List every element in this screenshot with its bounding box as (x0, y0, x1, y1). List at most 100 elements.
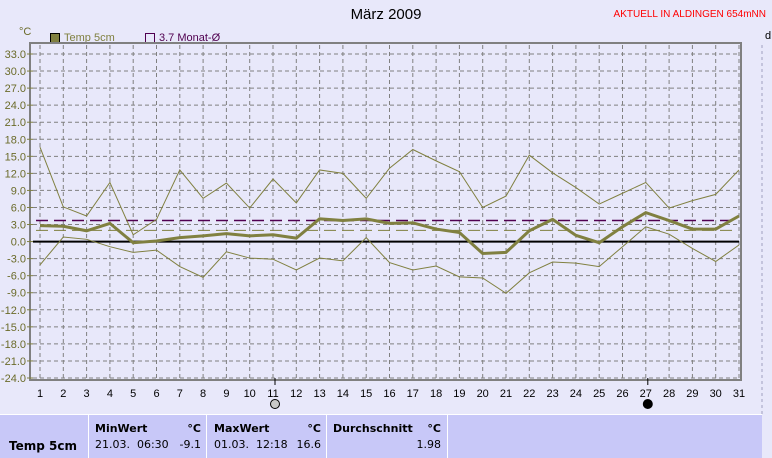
y-tick-label: 27.0 (5, 83, 26, 95)
data-point-daily-mean (505, 251, 508, 254)
data-point-daily-mean (691, 228, 694, 231)
legend-label: 3.7 Monat-Ø (159, 32, 221, 44)
y-tick-label: 33.0 (5, 49, 26, 61)
avg-header: Durchschnitt (333, 422, 413, 435)
x-tick-label: 24 (570, 388, 582, 400)
data-point-daily-max (505, 195, 508, 198)
x-tick-label: 10 (244, 388, 256, 400)
data-point-daily-max (155, 218, 158, 221)
data-point-daily-max (528, 154, 531, 157)
data-point-daily-mean (178, 236, 181, 239)
stats-min: MinWert °C 21.03. 06:30 -9.1 (88, 415, 207, 458)
y-tick-label: -18.0 (1, 339, 26, 351)
data-point-daily-max (411, 148, 414, 151)
x-tick-label: 25 (593, 388, 605, 400)
data-point-daily-min (435, 265, 438, 268)
data-point-daily-max (668, 207, 671, 210)
data-point-daily-mean (644, 211, 647, 214)
x-tick-label: 18 (430, 388, 442, 400)
data-point-daily-max (341, 172, 344, 175)
data-point-daily-min (668, 233, 671, 236)
data-point-daily-min (528, 271, 531, 274)
data-point-daily-max (132, 233, 135, 236)
data-point-daily-min (318, 257, 321, 260)
data-point-daily-max (598, 203, 601, 206)
y-tick-label: -21.0 (1, 356, 26, 368)
data-point-daily-min (39, 263, 42, 266)
data-point-daily-mean (341, 219, 344, 222)
y-tick-label: 9.0 (11, 185, 26, 197)
data-point-daily-max (714, 193, 717, 196)
data-point-daily-mean (39, 224, 42, 227)
data-point-daily-min (202, 276, 205, 279)
data-point-daily-mean (551, 218, 554, 221)
x-tick-label: 7 (177, 388, 183, 400)
x-tick-label: 29 (686, 388, 698, 400)
y-tick-label: 30.0 (5, 66, 26, 78)
data-point-daily-max (365, 197, 368, 200)
y-tick-label: 21.0 (5, 117, 26, 129)
data-point-daily-min (365, 236, 368, 239)
station-link[interactable]: AKTUELL IN ALDINGEN 654mNN (613, 9, 766, 20)
x-tick-label: 19 (453, 388, 465, 400)
data-point-daily-mean (388, 222, 391, 225)
new-moon-icon (642, 399, 653, 409)
x-tick-label: 8 (200, 388, 206, 400)
stats-avg: Durchschnitt °C 1.98 (326, 415, 448, 458)
data-point-daily-max (388, 167, 391, 170)
data-point-daily-min (574, 262, 577, 265)
data-point-daily-mean (155, 240, 158, 243)
data-point-daily-mean (481, 252, 484, 255)
y-tick-label: 15.0 (5, 151, 26, 163)
stats-row-label: Temp 5cm (9, 439, 77, 453)
data-point-daily-mean (411, 221, 414, 224)
data-point-daily-max (62, 205, 65, 208)
x-tick-label: 21 (500, 388, 512, 400)
data-point-daily-max (202, 197, 205, 200)
data-point-daily-mean (365, 217, 368, 220)
x-tick-label: 14 (337, 388, 349, 400)
min-unit: °C (187, 422, 201, 435)
data-point-daily-max (458, 170, 461, 173)
data-point-daily-max (481, 206, 484, 209)
y-tick-label: -3.0 (7, 254, 26, 266)
data-point-daily-mean (132, 241, 135, 244)
y-tick-label: -15.0 (1, 322, 26, 334)
data-point-daily-max (39, 146, 42, 149)
data-point-daily-min (272, 258, 275, 261)
x-tick-label: 27 (640, 388, 652, 400)
data-point-daily-max (644, 181, 647, 184)
chart-title: März 2009 (350, 6, 422, 23)
series-line-daily-mean (39, 210, 740, 256)
plot-frame (29, 42, 742, 381)
x-tick-label: 22 (523, 388, 535, 400)
data-point-daily-min (178, 265, 181, 268)
x-tick-label: 26 (616, 388, 628, 400)
data-point-daily-max (318, 168, 321, 171)
max-datetime: 01.03. 12:18 (214, 438, 288, 451)
data-point-daily-mean (738, 215, 741, 218)
y-tick-label: -12.0 (1, 305, 26, 317)
data-point-daily-mean (668, 219, 671, 222)
data-point-daily-min (248, 257, 251, 260)
x-tick-label: 11 (267, 388, 278, 400)
x-tick-label: 12 (290, 388, 302, 400)
data-point-daily-max (108, 181, 111, 184)
data-point-daily-mean (574, 234, 577, 237)
y-tick-label: 12.0 (5, 168, 26, 180)
data-point-daily-min (62, 236, 65, 239)
data-point-daily-mean (621, 225, 624, 228)
right-panel-label: d (765, 30, 772, 42)
x-tick-label: 13 (313, 388, 325, 400)
data-point-daily-min (411, 269, 414, 272)
avg-unit: °C (427, 422, 441, 435)
x-tick-label: 6 (153, 388, 159, 400)
data-point-daily-max (691, 199, 694, 202)
data-point-daily-mean (272, 233, 275, 236)
chart-plot: 33.030.027.024.021.018.015.012.09.06.03.… (1, 42, 763, 414)
x-tick-label: 4 (107, 388, 113, 400)
stats-max: MaxWert °C 01.03. 12:18 16.6 (206, 415, 327, 458)
data-point-daily-max (225, 182, 228, 185)
data-point-daily-min (691, 247, 694, 250)
max-header: MaxWert (214, 422, 270, 435)
